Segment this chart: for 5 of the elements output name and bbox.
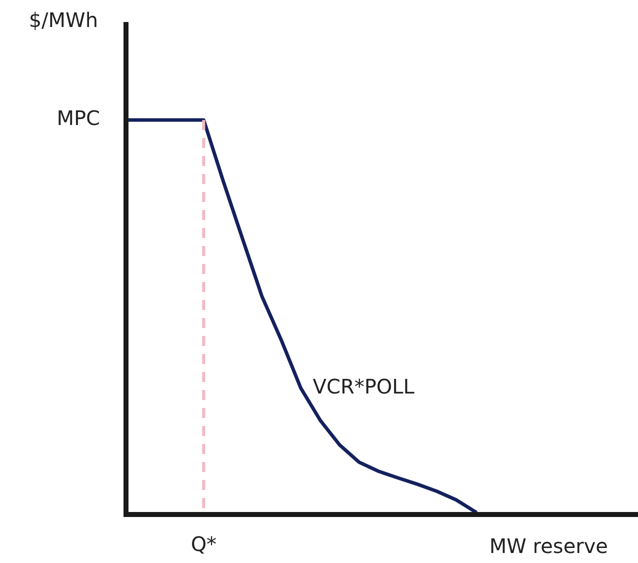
x-axis-title: MW reserve bbox=[489, 534, 608, 558]
text: MPC bbox=[56, 106, 100, 130]
y-axis-title: $/MWh bbox=[28, 8, 98, 32]
text: Q* bbox=[190, 532, 217, 556]
series-label: VCR*POLL bbox=[312, 374, 416, 398]
